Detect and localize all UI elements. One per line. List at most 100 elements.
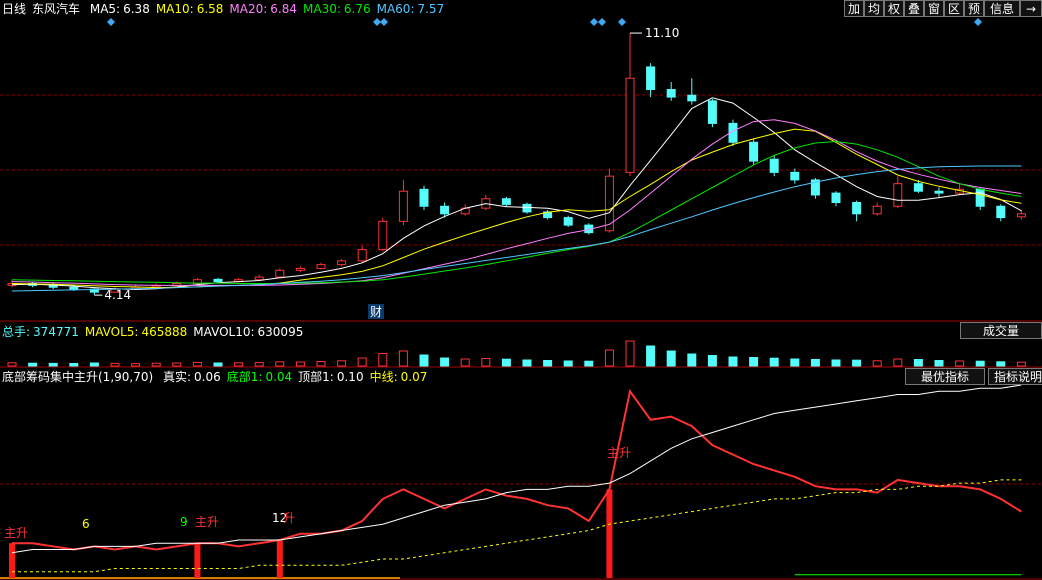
candle-body [728, 122, 738, 143]
volume-bar [749, 357, 759, 367]
legend-value: 0.04 [265, 370, 293, 384]
period: 日线 [2, 2, 27, 16]
volume-bar [110, 362, 120, 367]
volume-bar [337, 360, 347, 367]
legend-value: 374771 [33, 325, 79, 339]
indicator-line [12, 479, 1022, 573]
legend-label: 中线: [369, 370, 398, 384]
volume-button[interactable]: 成交量 [960, 322, 1042, 339]
volume-bar [295, 361, 305, 367]
legend-item: 底部1: 0.04 [227, 370, 292, 384]
toolbar-button[interactable]: 窗 [924, 0, 944, 17]
ma-line [11, 140, 1022, 284]
stock-name: 东风汽车 [32, 2, 81, 16]
volume-bar [872, 360, 882, 367]
legend-item: MA10: 6.58 [156, 2, 224, 16]
volume-bar [481, 358, 491, 367]
indicator-button[interactable]: 最优指标 [905, 368, 985, 385]
volume-bar [275, 361, 285, 367]
candle-body [913, 183, 923, 192]
candle-body [625, 77, 635, 173]
signal-label: 6 [82, 517, 90, 531]
candle-body [893, 183, 903, 207]
candle-body [69, 286, 79, 290]
volume-bar [646, 345, 656, 367]
legend-item: MA60: 7.57 [377, 2, 445, 16]
legend-value: 6.38 [123, 2, 150, 16]
marker [590, 18, 598, 26]
indicator-button[interactable]: 指标说明 [988, 368, 1042, 385]
candle-body [934, 190, 944, 194]
marker [380, 18, 388, 26]
legend-label: 总手: [2, 325, 31, 339]
volume-bar [543, 360, 553, 367]
volume-bar [913, 359, 923, 367]
candle-body [378, 220, 388, 251]
candle-body [872, 205, 882, 215]
volume-bar [28, 362, 38, 367]
toolbar-button[interactable]: 预 [964, 0, 984, 17]
signal-bar [9, 543, 15, 578]
toolbar-button[interactable]: 信息 [984, 0, 1020, 17]
volume-bar [728, 356, 738, 367]
legend-item: MA5: 6.38 [90, 2, 150, 16]
candle-body [975, 188, 985, 207]
legend-value: 465888 [141, 325, 188, 339]
candle-body [790, 171, 800, 181]
volume-bar [687, 353, 697, 367]
volume-bar [501, 358, 511, 367]
toolbar-button[interactable]: 区 [944, 0, 964, 17]
volume-bar [234, 362, 244, 367]
candle-body [831, 192, 841, 204]
signal-bar [606, 489, 613, 578]
volume-bar [460, 358, 470, 367]
volume-bar [1016, 361, 1026, 367]
legend-value: 6.76 [343, 2, 371, 16]
volume-bar [89, 362, 99, 367]
marker [373, 18, 381, 26]
volume-bar [192, 362, 202, 367]
volume-bar [893, 358, 903, 367]
toolbar-button[interactable]: 加 [844, 0, 864, 17]
legend-value: 0.10 [336, 370, 364, 384]
toolbar-button[interactable]: 叠 [904, 0, 924, 17]
max-label: 11.10 [645, 26, 679, 40]
signal-label: 9 [180, 515, 188, 529]
volume-bar [440, 357, 450, 367]
volume-bar [852, 359, 862, 367]
marker [618, 18, 626, 26]
toolbar-button[interactable]: 均 [864, 0, 884, 17]
legend-item: 顶部1: 0.10 [298, 370, 363, 384]
legend-item: MA30: 6.76 [303, 2, 371, 16]
candle-body [357, 249, 367, 262]
volume-bar [584, 360, 594, 367]
volume-bar [131, 363, 141, 367]
marker [974, 18, 982, 26]
legend-item: MAVOL10: 630095 [193, 325, 303, 339]
volume-bar [419, 354, 429, 367]
volume-bar [378, 353, 388, 367]
volume-bar [769, 357, 779, 367]
ma-line [11, 128, 1022, 289]
legend-label: MA30: [303, 2, 341, 16]
candle-body [996, 205, 1006, 219]
volume-bar [707, 355, 717, 367]
indicator-title: 底部筹码集中主升(1,90,70) [2, 370, 154, 384]
candle-body [337, 260, 347, 266]
legend-value: 0.07 [400, 370, 428, 384]
scroll-arrow[interactable]: → [1020, 0, 1042, 17]
legend-label: MAVOL5: [84, 325, 139, 339]
toolbar-button[interactable]: 权 [884, 0, 904, 17]
volume-bar [996, 361, 1006, 367]
legend-label: MA10: [155, 2, 194, 16]
legend-label: MA60: [376, 2, 415, 16]
candle-body [604, 175, 614, 232]
markers [107, 18, 982, 26]
legend-item: 真实: 0.06 [163, 370, 221, 384]
legend-label: MA20: [229, 2, 268, 16]
volume-bar [666, 350, 676, 367]
candle-body [440, 205, 450, 215]
candle-body [1016, 213, 1026, 218]
legend-value: 630095 [257, 325, 304, 339]
